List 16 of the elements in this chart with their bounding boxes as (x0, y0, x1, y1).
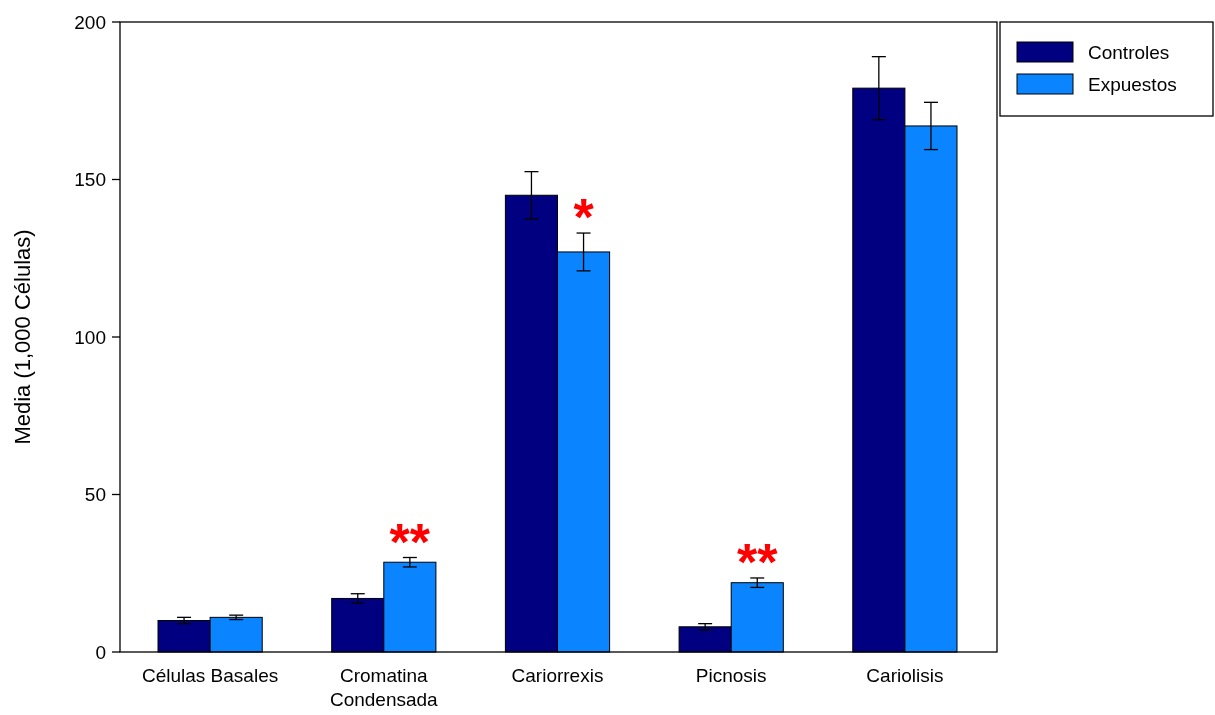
y-tick-label: 100 (74, 326, 106, 348)
x-tick-label: Cariolisis (866, 665, 944, 686)
annotation: ** (389, 512, 431, 571)
x-tick-label: Células Basales (141, 665, 279, 686)
annotation: * (573, 188, 595, 247)
y-tick-label: 200 (74, 11, 106, 33)
x-tick-label: Picnosis (695, 665, 767, 686)
annotation: ** (737, 532, 779, 591)
y-tick-label: 50 (84, 484, 106, 506)
x-tick-label: Cromatina Condensada (329, 665, 439, 710)
y-axis-title: Media (1,000 Células) (10, 229, 35, 445)
legend-label: Controles (1088, 41, 1170, 63)
x-tick-label: Cariorrexis (511, 665, 604, 686)
y-tick-label: 150 (74, 169, 106, 191)
legend-label: Expuestos (1088, 73, 1177, 95)
y-tick-label: 0 (95, 641, 106, 663)
